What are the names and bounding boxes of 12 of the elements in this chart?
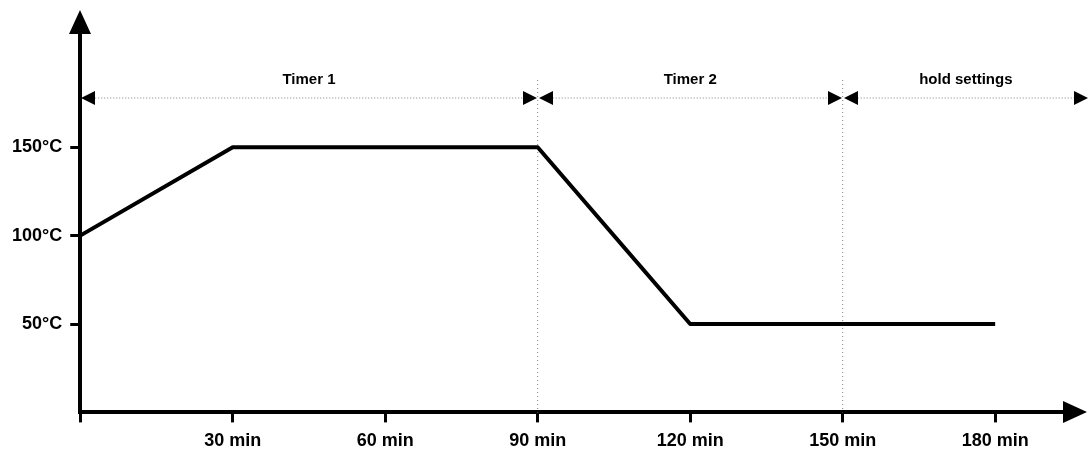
annotation: Timer 1 [282, 70, 336, 87]
x-tick-label: 30 min [204, 430, 262, 451]
x-tick-label: 90 min [509, 430, 567, 451]
x-tick-label: 60 min [356, 430, 414, 451]
x-tick-label: 150 min [809, 430, 877, 451]
annotation: hold settings [919, 70, 1013, 87]
x-tick-label: 120 min [656, 430, 724, 451]
x-tick-label: 180 min [961, 430, 1029, 451]
y-tick-label: 150°C [12, 136, 63, 157]
y-tick-label: 50°C [22, 312, 63, 333]
y-tick-label: 100°C [12, 224, 63, 245]
annotation: Timer 2 [663, 70, 717, 87]
